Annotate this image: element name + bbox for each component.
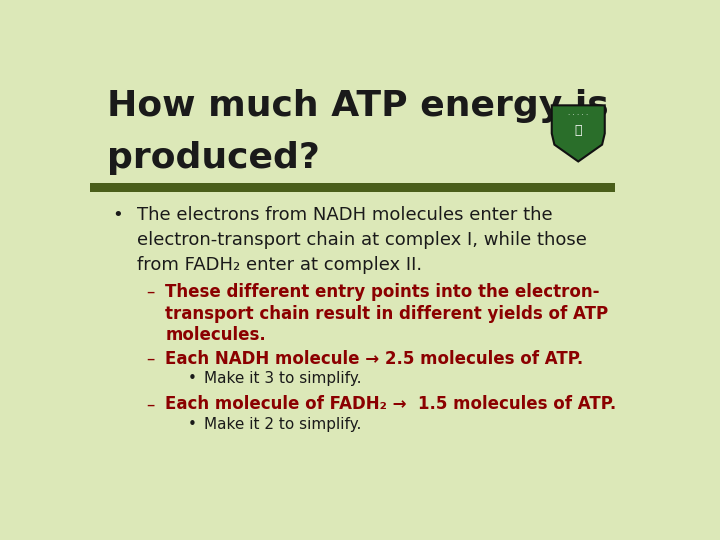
Text: Make it 2 to simplify.: Make it 2 to simplify. (204, 416, 361, 431)
Text: electron-transport chain at complex I, while those: electron-transport chain at complex I, w… (138, 231, 588, 249)
Bar (90, 183, 615, 192)
Text: •: • (188, 416, 197, 431)
Text: 🏫: 🏫 (575, 124, 582, 137)
Text: •: • (188, 371, 197, 386)
Text: •: • (112, 206, 123, 224)
Polygon shape (552, 105, 605, 161)
Text: transport chain result in different yields of ATP: transport chain result in different yiel… (166, 305, 608, 323)
Text: from FADH₂ enter at complex II.: from FADH₂ enter at complex II. (138, 256, 423, 274)
Text: How much ATP energy is: How much ATP energy is (107, 90, 608, 123)
Text: –: – (145, 395, 154, 413)
Text: Make it 3 to simplify.: Make it 3 to simplify. (204, 371, 362, 386)
Text: Each NADH molecule → 2.5 molecules of ATP.: Each NADH molecule → 2.5 molecules of AT… (166, 350, 584, 368)
Text: produced?: produced? (107, 141, 320, 176)
Text: · · · · ·: · · · · · (568, 112, 588, 118)
Text: The electrons from NADH molecules enter the: The electrons from NADH molecules enter … (138, 206, 553, 224)
Text: –: – (145, 350, 154, 368)
Text: These different entry points into the electron-: These different entry points into the el… (166, 283, 600, 301)
Text: molecules.: molecules. (166, 326, 266, 345)
Text: –: – (145, 283, 154, 301)
Text: Each molecule of FADH₂ →  1.5 molecules of ATP.: Each molecule of FADH₂ → 1.5 molecules o… (166, 395, 616, 413)
